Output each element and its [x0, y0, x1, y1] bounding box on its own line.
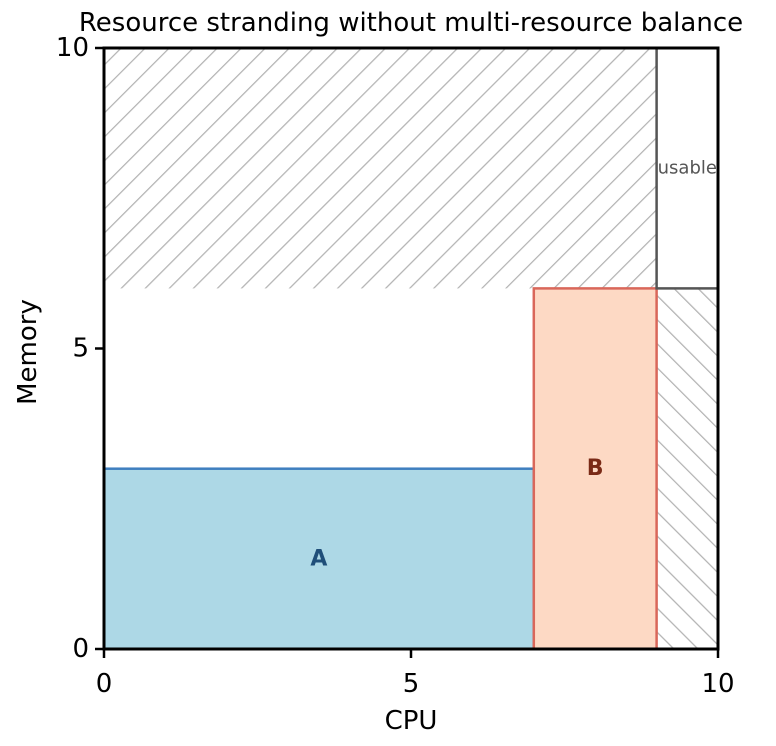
region-label-a: A — [310, 546, 327, 571]
region-b — [532, 287, 658, 651]
tick-layer: 0 5 10 0 5 10 — [56, 33, 735, 699]
x-tick-label: 0 — [96, 669, 113, 699]
region-label-b: B — [587, 456, 604, 481]
y-axis-label: Memory — [13, 299, 43, 405]
x-axis-label: CPU — [385, 706, 438, 736]
region-layer — [102, 287, 658, 651]
x-tick-label: 10 — [701, 669, 734, 699]
usable-label: usable — [658, 158, 717, 179]
stranded-region-1 — [104, 48, 657, 289]
y-tick-label: 5 — [72, 334, 89, 364]
stranded-layer — [104, 48, 718, 649]
stranded-region-2 — [656, 288, 718, 649]
chart-title: Resource stranding without multi-resourc… — [79, 8, 743, 38]
y-tick-label: 0 — [72, 634, 89, 664]
x-tick-label: 5 — [403, 669, 420, 699]
y-tick-label: 10 — [56, 33, 89, 63]
